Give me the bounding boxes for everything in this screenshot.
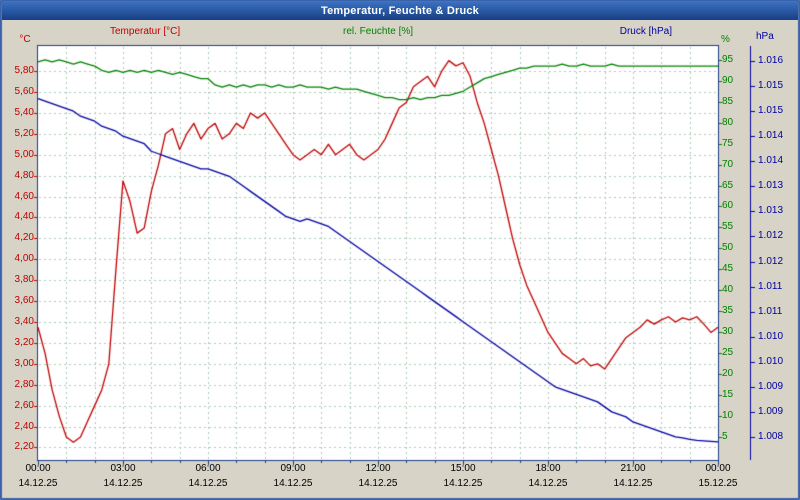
legend-temperature-label: Temperatur [°C] <box>110 26 181 37</box>
window-title: Temperatur, Feuchte & Druck <box>320 5 479 17</box>
pressure-axis-unit-label: hPa <box>756 31 774 42</box>
left-axis-unit-label: °C <box>19 34 31 45</box>
title-bar: Temperatur, Feuchte & Druck <box>2 2 798 20</box>
legend-humidity-label: rel. Feuchte [%] <box>342 26 414 37</box>
humidity-axis-unit-label: % <box>721 34 730 45</box>
legend-pressure-label: Druck [hPa] <box>619 26 672 37</box>
